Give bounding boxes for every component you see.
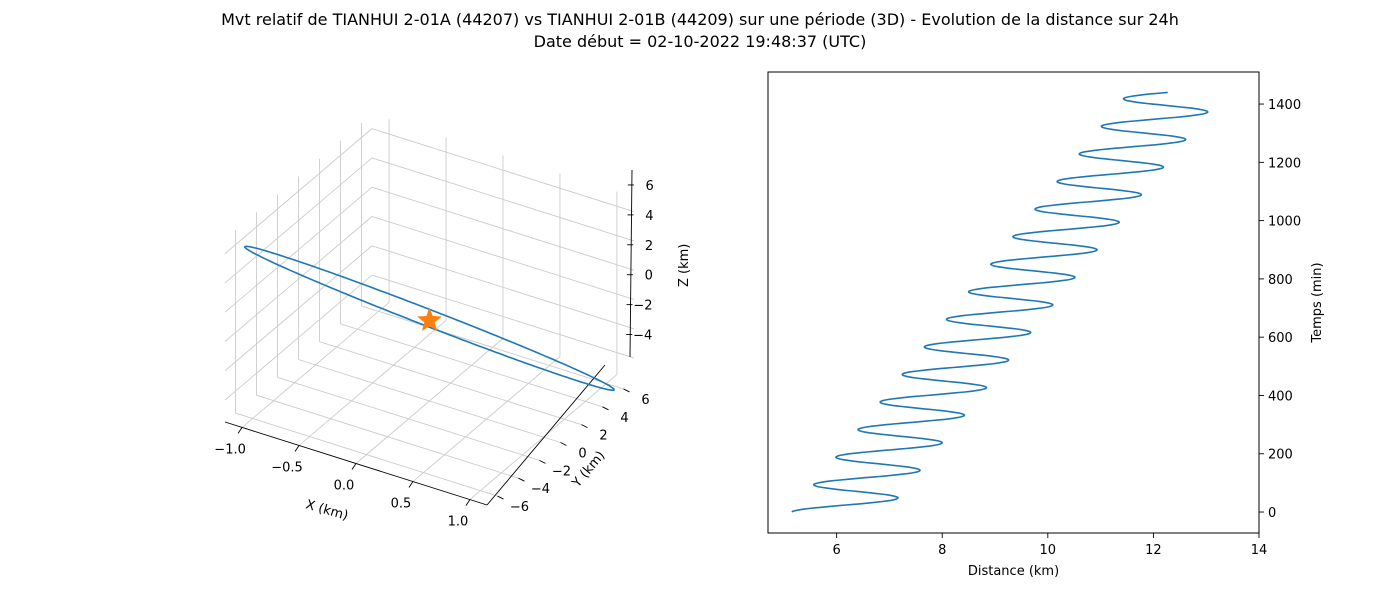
y-axis-line [486,364,606,506]
grid-line-z [224,186,373,313]
star-marker [417,307,442,331]
y-tick-label: 4 [620,411,628,426]
title-line-2: Date début = 02-10-2022 19:48:37 (UTC) [533,32,867,51]
y-tick-label: 0 [1268,506,1276,521]
grid-line-z [224,274,373,401]
grid-line-z [371,157,635,242]
distance-line [791,91,1209,513]
grid-line-z [224,245,373,372]
x-tick-label: 1.0 [448,515,469,530]
grid-line-z [371,274,635,359]
z-tick-label: 4 [645,209,653,224]
grid-line-y [361,305,624,390]
grid-line-z [371,245,635,330]
x-tick [294,445,300,452]
y-tick-label: 1400 [1268,98,1301,113]
y-tick [497,495,504,500]
grid-3d [224,119,635,500]
y-tick-label: −4 [531,482,550,497]
y-tick [623,388,630,393]
grid-line-z [371,128,635,213]
axes-3d [224,169,633,506]
x-tick-label: 12 [1145,543,1162,558]
grid-line-y [319,341,582,426]
x-tick-label: 8 [938,543,946,558]
y-axis-label: Y (km) [569,448,608,491]
z-tick-label: 0 [645,269,653,284]
y-tick-label: 200 [1268,448,1293,463]
y-tick-label: 400 [1268,389,1293,404]
x-tick-label: 0.0 [334,479,355,494]
title-line-1: Mvt relatif de TIANHUI 2-01A (44207) vs … [221,10,1179,29]
grid-line-z [224,216,373,342]
x-axis-label: X (km) [304,497,350,523]
y-tick-label: 600 [1268,331,1293,346]
y-tick [560,442,567,446]
y-tick-label: 2 [599,429,607,444]
y-tick-label: −2 [552,464,571,479]
distance-axis-label: Distance (km) [968,564,1059,579]
x-tick [237,427,243,434]
grid-line-y [256,394,519,479]
y-tick [539,459,546,464]
grid-line-y [235,412,498,497]
y-ticks: 0 200 400 600 800 1000 1200 1400 [1259,98,1301,521]
plot-distance-vs-time: 6 8 10 12 14 0 200 400 600 800 1000 1200 1400 Dista… [767,71,1325,579]
y-tick [602,406,609,411]
z-axis-line [629,169,633,358]
z-axis-label: Z (km) [677,244,692,287]
y-tick-label: 0 [578,447,586,462]
figure-title: Mvt relatif de TIANHUI 2-01A (44207) vs … [0,9,1400,53]
grid-line-y [340,323,603,408]
x-tick-label: −0.5 [271,460,303,475]
grid-line-z [224,157,373,284]
x-tick-label: 10 [1040,543,1057,558]
plot-frame [767,71,1260,534]
y-tick-label: 1000 [1268,215,1301,230]
y-tick-label: 1200 [1268,156,1301,171]
z-tick-label: −2 [633,299,652,314]
grid-line-z [224,128,373,254]
x-tick [408,481,414,488]
y-tick-label: 800 [1268,273,1293,288]
x-tick-label: 6 [832,543,840,558]
pane-back [372,114,605,365]
z-tick-label: 6 [646,179,654,194]
z-tick-label: 2 [645,239,653,254]
grid-line-y [277,376,540,461]
y-tick-label: −6 [510,500,529,515]
grid-line-z [371,186,635,271]
y-tick-label: 6 [641,393,649,408]
time-axis-label: Temps (min) [1310,262,1325,343]
x-tick [351,463,357,470]
x-ticks: 6 8 10 12 14 [832,533,1267,558]
z-tick-label: −4 [633,329,652,344]
relative-orbit-line [243,245,615,391]
y-tick [581,424,588,429]
x-tick [465,499,471,506]
x-tick-label: 0.5 [391,497,412,512]
x-tick-label: 14 [1251,543,1268,558]
grid-line-y [298,359,561,443]
grid-line-z [371,216,635,300]
x-tick-label: −1.0 [214,442,246,457]
y-tick [518,477,525,482]
